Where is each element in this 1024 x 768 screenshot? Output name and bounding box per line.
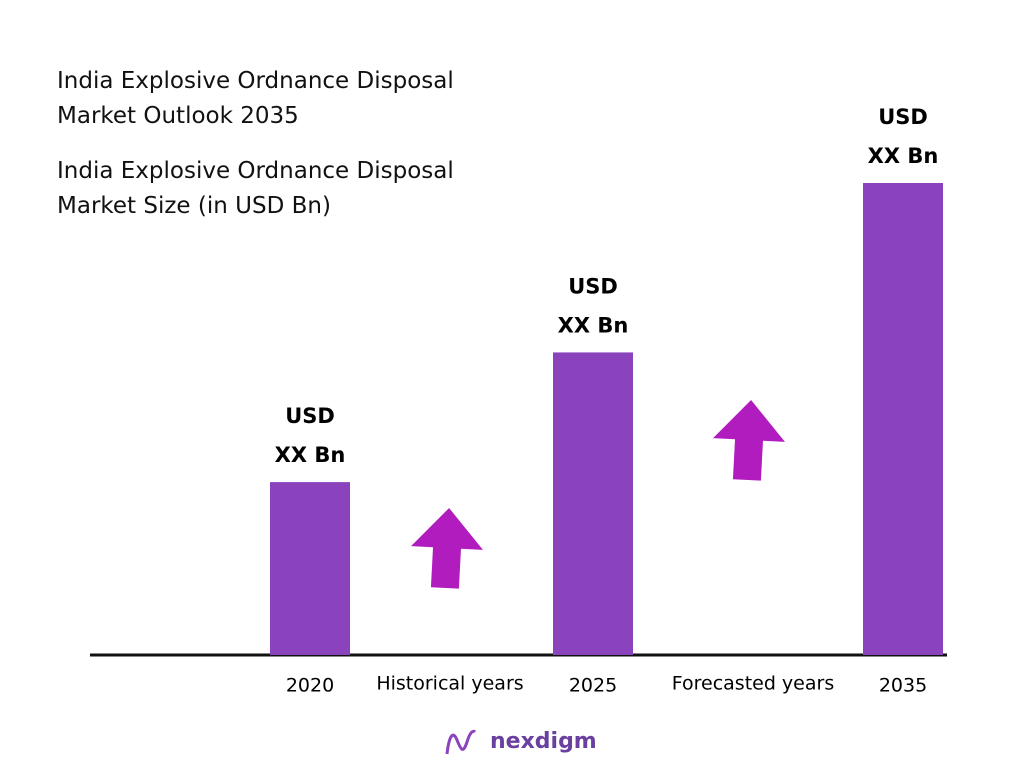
- value-label: XX Bn: [868, 144, 939, 168]
- x-tick-label: 2020: [286, 675, 334, 697]
- x-tick-label: 2035: [879, 675, 927, 697]
- value-label: USD: [285, 404, 335, 428]
- bar: [553, 352, 633, 655]
- bar: [863, 183, 943, 655]
- period-label: Forecasted years: [672, 673, 834, 695]
- arrow: [713, 400, 785, 481]
- value-label: XX Bn: [275, 443, 346, 467]
- period-label: Historical years: [376, 673, 523, 695]
- x-tick-label: 2025: [569, 675, 617, 697]
- logo-icon: [445, 729, 477, 755]
- chart-title: India Explosive Ordnance Disposal Market…: [57, 68, 454, 129]
- logo-text: nexdigm: [490, 729, 597, 754]
- value-label: XX Bn: [558, 313, 629, 337]
- chart-subtitle: India Explosive Ordnance Disposal Market…: [57, 158, 454, 219]
- bar: [270, 482, 350, 655]
- value-label: USD: [878, 105, 928, 129]
- value-label: USD: [568, 274, 618, 298]
- arrow: [411, 508, 483, 589]
